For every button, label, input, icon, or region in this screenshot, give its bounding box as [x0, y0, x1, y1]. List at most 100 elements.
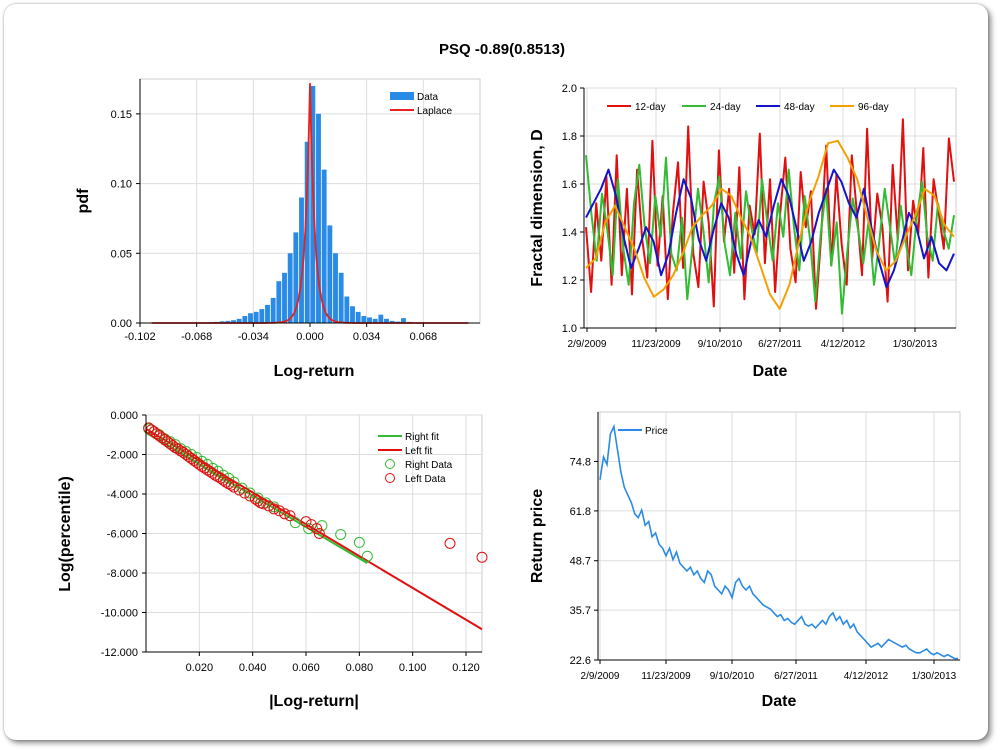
histogram-bar [231, 320, 236, 323]
fit-line-right-fit [145, 431, 368, 564]
price-xtick-label: 9/10/2010 [710, 671, 755, 682]
data-point-right-data [353, 536, 365, 548]
data-point-left-data [199, 462, 211, 474]
data-point-right-data [196, 455, 208, 467]
histogram-bar [338, 272, 344, 323]
legend-label-left-data: Left Data [405, 474, 446, 485]
histogram-bar [321, 169, 327, 323]
histogram-bar [242, 316, 248, 323]
fractal-xtick-label: 4/12/2012 [821, 339, 866, 350]
histogram-bar [344, 296, 350, 323]
tail-xtick-label: 0.040 [239, 662, 267, 674]
fractal-xtick-label: 9/10/2010 [698, 339, 743, 350]
histogram-bar [378, 314, 384, 323]
histogram-bar [287, 253, 293, 323]
tail-ytick-label: -12.000 [101, 647, 138, 659]
fractal-ytick-label: 1.6 [562, 179, 577, 191]
data-point-left-data [476, 551, 488, 563]
histogram-bar [259, 309, 265, 323]
fractal-series-24-day [585, 155, 955, 315]
data-point-left-data [223, 478, 235, 490]
tail-xlabel: |Log-return| [269, 693, 359, 710]
histogram-xlabel: Log-return [274, 363, 355, 380]
fractal-lines [585, 118, 955, 315]
legend-label-48-day: 48-day [784, 102, 815, 113]
histogram-ticks: -0.102 -0.068 -0.034 0.000 0.034 0.068 0.00 0.0… [111, 109, 438, 343]
data-point-left-data [207, 467, 219, 479]
figure-canvas: PSQ -0.89(0.8513) -0.102 -0.068 -0.034 0.00… [57, 41, 961, 710]
tail-ticks: 0.020 0.040 0.060 0.080 0.100 0.120 0.000 -2.00… [101, 410, 480, 674]
price-xtick-label: 4/12/2012 [844, 671, 889, 682]
fractal-ylabel: Fractal dimension, D [529, 129, 546, 286]
tail-grid [146, 414, 482, 653]
legend-label-right-fit: Right fit [405, 432, 439, 443]
data-point-left-data [273, 505, 285, 517]
data-point-left-data [244, 490, 256, 502]
histogram-bar [316, 113, 321, 323]
price-panel: 2/9/2009 11/23/2009 9/10/2010 6/27/2011 4/12… [529, 411, 961, 710]
histogram-xtick-label: -0.034 [238, 331, 269, 343]
histogram-bar [367, 317, 372, 323]
data-point-left-data [228, 481, 240, 493]
legend-label-24-day: 24-day [710, 102, 741, 113]
fractal-ytick-label: 1.8 [562, 131, 577, 143]
histogram-xtick-label: 0.000 [296, 331, 324, 343]
tail-ytick-label: -4.000 [107, 489, 138, 501]
price-ytick-label: 22.6 [570, 655, 591, 667]
legend-swatch-left-data [385, 473, 395, 483]
data-point-right-data [228, 476, 240, 488]
data-point-left-data [175, 445, 187, 457]
histogram-bar [293, 232, 299, 323]
tail-xtick-label: 0.100 [399, 662, 427, 674]
fractal-panel: 2/9/2009 11/23/2009 9/10/2010 6/27/2011 4/12… [529, 83, 957, 380]
histogram-ytick-label: 0.00 [111, 318, 132, 330]
tail-ytick-label: 0.000 [110, 410, 138, 422]
histogram-panel: -0.102 -0.068 -0.034 0.000 0.034 0.068 0.00 0.0… [75, 78, 481, 380]
histogram-bar [355, 311, 361, 323]
legend-label-left-fit: Left fit [405, 446, 432, 457]
data-point-right-data [185, 449, 197, 460]
data-point-left-data [209, 469, 221, 481]
legend-label-data: Data [417, 92, 439, 103]
fractal-xtick-label: 2/9/2009 [568, 339, 607, 350]
histogram-xtick-label: -0.068 [181, 331, 212, 343]
histogram-bar [276, 281, 282, 323]
tail-xtick-label: 0.120 [452, 662, 480, 674]
data-point-left-data [167, 440, 179, 452]
histogram-bar [350, 306, 355, 323]
fractal-legend: 12-day 24-day 48-day 96-day [607, 102, 889, 113]
fractal-series-96-day [585, 139, 955, 310]
histogram-bar [282, 272, 287, 323]
histogram-bar [253, 311, 259, 323]
data-point-left-data [172, 443, 184, 455]
price-ytick-label: 48.7 [570, 556, 591, 568]
data-point-left-data [284, 510, 296, 522]
data-point-left-data [212, 471, 224, 483]
data-point-right-data [207, 462, 219, 474]
legend-label-laplace: Laplace [417, 106, 452, 117]
fractal-ticks: 2/9/2009 11/23/2009 9/10/2010 6/27/2011 4/12… [562, 83, 938, 350]
legend-swatch-data [390, 92, 414, 100]
tail-ylabel: Log(percentile) [57, 476, 74, 592]
data-point-left-data [239, 487, 251, 499]
data-point-left-data [193, 458, 205, 470]
price-xtick-label: 11/23/2009 [641, 671, 691, 682]
legend-label-right-data: Right Data [405, 460, 453, 471]
histogram-xtick-label: -0.102 [124, 331, 155, 343]
data-point-right-data [217, 469, 229, 481]
fractal-xtick-label: 6/27/2011 [758, 339, 802, 350]
figure-title: PSQ -0.89(0.8513) [439, 41, 565, 58]
fractal-series-48-day [585, 168, 955, 289]
data-point-left-data [279, 508, 291, 520]
histogram-bar [299, 197, 304, 323]
data-point-left-data [169, 442, 181, 454]
histogram-bar [225, 320, 231, 323]
legend-swatch-right-data [385, 459, 395, 469]
histogram-bar [401, 318, 406, 323]
data-point-left-data [196, 460, 208, 472]
histogram-ylabel: pdf [75, 188, 92, 214]
histogram-bar [270, 297, 276, 323]
histogram-bar [361, 316, 367, 323]
histogram-xtick-label: 0.068 [410, 331, 438, 343]
tail-ytick-label: -10.000 [101, 608, 138, 620]
